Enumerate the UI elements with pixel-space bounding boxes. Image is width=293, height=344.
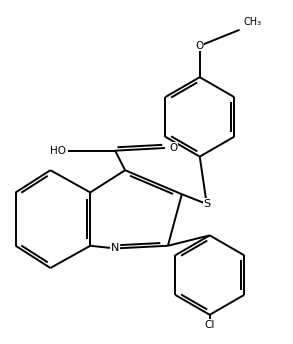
- Text: O: O: [196, 41, 204, 51]
- Text: CH₃: CH₃: [243, 18, 261, 28]
- Text: S: S: [203, 199, 210, 209]
- Text: N: N: [111, 244, 119, 254]
- Text: Cl: Cl: [205, 320, 215, 330]
- Text: HO: HO: [50, 146, 66, 156]
- Text: O: O: [170, 143, 178, 153]
